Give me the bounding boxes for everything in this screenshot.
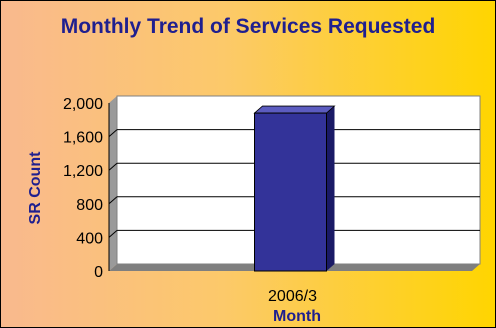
x-axis-title: Month bbox=[273, 308, 321, 325]
gridline-depth bbox=[108, 196, 118, 205]
x-tick-labels: 2006/3 bbox=[268, 288, 317, 305]
bar bbox=[254, 112, 327, 272]
y-tick-label: 400 bbox=[76, 230, 103, 247]
y-axis-title: SR Count bbox=[27, 151, 44, 225]
y-tick-labels: 0 400 800 1,200 1,600 2,000 bbox=[63, 96, 103, 281]
plot-side-wall bbox=[109, 96, 117, 271]
y-tick-label: 0 bbox=[94, 264, 103, 281]
gridline-depth bbox=[108, 129, 118, 137]
x-tick-label: 2006/3 bbox=[268, 288, 317, 305]
y-tick-label: 1,200 bbox=[63, 163, 103, 180]
y-tick-label: 1,600 bbox=[63, 130, 103, 147]
chart-title: Monthly Trend of Services Requested bbox=[60, 15, 436, 38]
y-tick-label: 800 bbox=[76, 197, 103, 214]
bar-top bbox=[253, 105, 336, 114]
y-tick-label: 2,000 bbox=[63, 96, 103, 113]
bar-side bbox=[326, 106, 335, 271]
gridline-depth bbox=[108, 162, 118, 171]
gridline-depth bbox=[108, 230, 118, 238]
bars bbox=[253, 105, 336, 272]
